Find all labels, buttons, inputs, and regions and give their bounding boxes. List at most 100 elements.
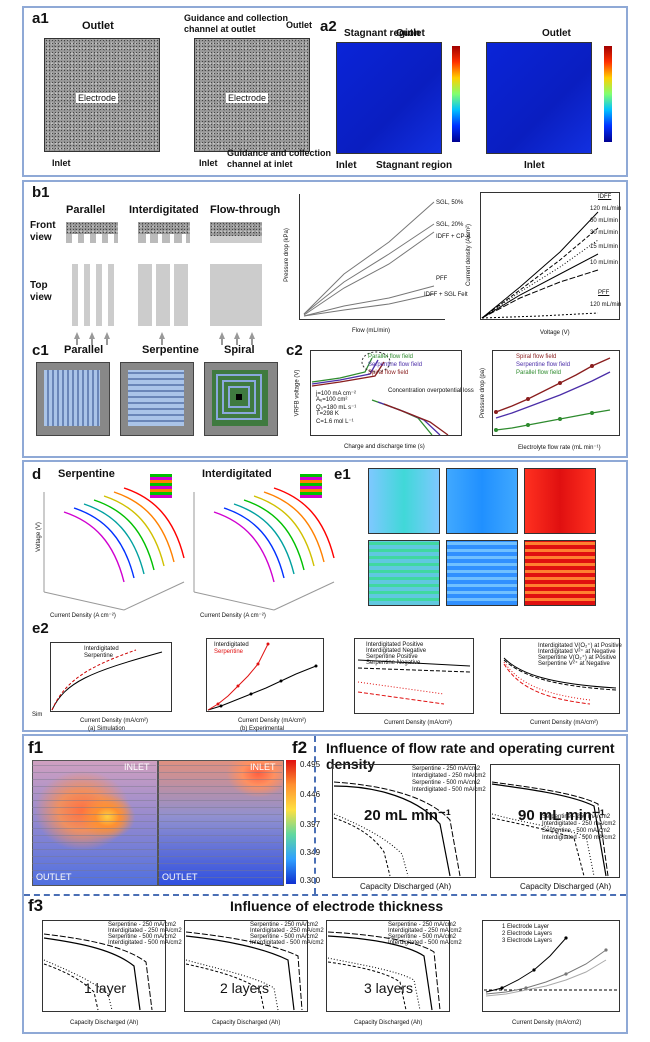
f3-c1-legend-4: Interdigitated - 500 mA/cm2 [108,940,182,946]
a2-inlet: Inlet [336,160,357,171]
label-d: d [32,466,42,483]
f3-chart2-lines [185,931,303,1011]
e2-chart3-axes [354,638,474,714]
b1-top-parallel [66,264,118,326]
label-f2: f2 [292,738,308,757]
a2-colorbar-right [604,46,612,142]
b1-chart1-annot-2: SGL, 20% [436,222,464,228]
e2-chart1-legend-2: Serpentine [84,653,114,659]
c2-chart1-param-4: T=298 K [316,411,339,417]
f1-inlet-left: INLET [124,762,150,772]
d-legend-right [300,474,322,498]
b1-chart1-ylabel: Pressure drop (kPa) [283,228,290,282]
f2-chart2-lines [491,781,609,877]
f2-chart2-axes [490,764,620,878]
f3-c3-xlabel: Capacity Discharged (Ah) [354,1020,423,1026]
f3-chart3-axes [326,920,450,1012]
b1-inlet-arrows [74,332,255,345]
b1-chart2-series-4: 15 mL/min [590,244,619,250]
e2-chart2-legend-2: Serpentine [214,649,244,655]
f3-title: Influence of electrode thickness [230,898,444,914]
b1-chart2-axes [480,192,620,320]
f3-c4-legend-3: 3 Electrode Layers [502,938,553,944]
f3-chart4-axes [482,920,620,1012]
e2-chart3-xlabel: Current Density (mA/cm²) [384,720,453,726]
b1-front-flowthrough [210,222,262,236]
b1-chart2-pff-label: PFF [598,290,610,296]
f3-c3-legend-2: Interdigitated - 250 mA/cm2 [388,928,462,934]
e2-chart4-xlabel: Current Density (mA/cm²) [530,720,599,726]
f1-cb-3: 0.397 [300,820,321,829]
f3-chart2-axes [184,920,308,1012]
b1-front-parallel [66,222,118,234]
c2-chart1-xlabel: Charge and discharge time (s) [344,444,425,450]
e2-chart2-lines [207,642,318,711]
f3-c2-legend-1: Serpentine - 250 mA/cm2 [250,922,319,928]
b1-front-interdigitated-channels [138,234,190,243]
label-f1: f1 [28,738,44,757]
b1-front-interdigitated [138,222,190,234]
f1-heatmap-left [32,760,158,886]
b1-top-interdigitated [138,264,190,326]
b1-chart1-lines [303,201,435,317]
c2-chart1-param-1: j=100 mA cm⁻² [316,391,357,397]
b1-chart2-series-3: 30 mL/min [590,230,619,236]
b1-row-front: Front view [30,220,56,243]
e1-map-6 [524,540,596,606]
f3-layer-3: 3 layers [364,980,414,996]
f3-c4-xlabel: Current Density (mA/cm2) [512,1020,582,1026]
panel-bc: b1 Parallel Interdigitated Flow-through … [22,180,628,458]
a1-outlet-label: Outlet [82,20,114,32]
e2-chart1-legend-1: Interdigitated [84,646,119,652]
f2-rate-1: 20 mL min⁻¹ [364,807,451,824]
b1-chart2-legend-title: IDFF [598,194,612,200]
f-divider-horizontal [24,894,626,896]
b1-col-interdigitated: Interdigitated [129,204,199,216]
b1-chart1-annot-4: PFF [436,276,448,282]
a1-outlet-label-2: Outlet [286,20,312,30]
f3-c3-legend-1: Serpentine - 250 mA/cm2 [388,922,457,928]
c2-chart2-legend-1: Spiral flow field [516,354,557,360]
f1-inlet-right: INLET [250,762,276,772]
a2-velocity-map-left [336,42,442,154]
c2-chart2-legend-3: Parallel flow field [516,370,562,376]
f3-c1-xlabel: Capacity Discharged (Ah) [70,1020,139,1026]
d-xlabel-left: Current Density (A cm⁻²) [50,613,116,619]
b1-col-flowthrough: Flow-through [210,204,281,216]
f2-legend-b-4: Interdigitated - 500 mA/cm2 [542,835,616,841]
a2-stagnant-top: Stagnant region [344,28,421,39]
b1-front-parallel-channels [66,234,118,243]
e2-chart4-lines [503,657,617,705]
a1-electrode-label: Electrode [76,93,119,103]
f3-c3-legend-4: Interdigitated - 500 mA/cm2 [388,940,462,946]
c2-chart1-legend-1: Parallel flow field [368,354,414,360]
e2-chart2-legend-1: Interdigitated [214,642,249,648]
f3-layer-2: 2 layers [220,980,270,996]
c2-chart1-param-2: Aₑ=100 cm² [316,397,348,403]
a2-velocity-map-right [486,42,592,154]
f2-xlabel-2: Capacity Discharged (Ah) [520,882,612,891]
f3-layer-1: 1 layer [84,980,127,996]
f2-legend-1: Serpentine - 250 mA/cm2 [412,766,481,772]
e1-map-5 [446,540,518,606]
f1-cb-2: 0.446 [300,790,321,799]
c2-chart2-axes [492,350,620,436]
f3-c1-legend-3: Serpentine - 500 mA/cm2 [108,934,177,940]
e2-chart4-legend-4: Serpentine V²⁺ at Negative [538,661,610,667]
b1-chart2-ylabel: Current density (A/cm²) [466,223,473,287]
e2-chart4-legend-2: Interdigitated V²⁺ at Negative [538,649,616,655]
panel-a: a1 Outlet Electrode Inlet Guidance and c… [22,6,628,177]
f1-cb-4: 0.349 [300,848,321,857]
f2-rate-2: 90 mL min⁻¹ [518,807,605,824]
e2-chart1-caption: (a) Simulation [88,726,126,732]
c2-chart2-ylabel: Pressure drop (pa) [480,367,487,419]
arrow-icon [74,332,255,345]
f1-channels-right [158,760,282,884]
a2-colorbar-left [452,46,460,142]
b1-chart1-annot-5: IDFF + SGL Felt [424,292,468,298]
f1-colorbar [286,760,296,884]
e2-chart2-axes [206,638,324,712]
d-3d-plot-right [193,487,335,611]
f3-c2-legend-3: Serpentine - 500 mA/cm2 [250,934,319,940]
c2-chart1-axes [310,350,462,436]
